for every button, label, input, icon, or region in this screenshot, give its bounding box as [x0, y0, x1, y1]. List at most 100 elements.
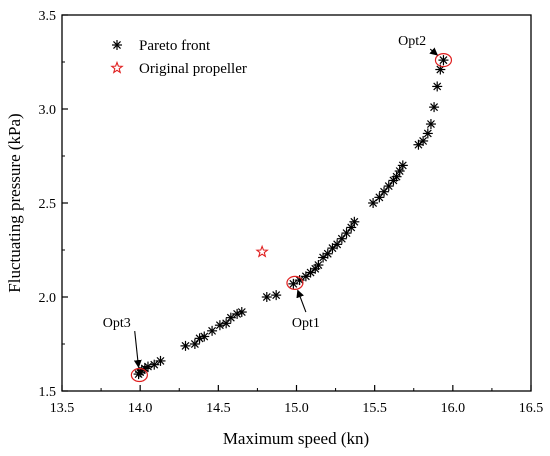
pareto-point — [438, 55, 449, 66]
asterisk-stroke — [323, 249, 332, 258]
y-tick-label: 3.5 — [39, 9, 57, 24]
asterisk-stroke — [272, 291, 281, 300]
legend-label: Original propeller — [139, 61, 247, 77]
annotations: Opt1 Opt2 Opt3 — [103, 34, 453, 383]
legend-marker-pareto — [112, 40, 122, 50]
annotation-arrow — [296, 289, 307, 313]
x-tick-label: 15.0 — [284, 401, 309, 416]
asterisk-stroke — [398, 161, 407, 170]
asterisk-stroke — [430, 103, 439, 112]
y-axis-ticks: 1.5 2.0 2.5 3.0 3.5 — [39, 9, 68, 400]
legend-label: Pareto front — [139, 38, 211, 54]
asterisk-stroke — [113, 41, 121, 49]
x-tick-label: 16.0 — [441, 401, 466, 416]
asterisk-stroke — [150, 360, 159, 369]
highlight-circle — [130, 367, 148, 383]
pareto-point — [379, 186, 390, 197]
asterisk-stroke — [295, 276, 304, 285]
pareto-point — [271, 290, 282, 301]
pareto-point — [346, 222, 357, 233]
annotation-arrow — [133, 331, 142, 369]
pareto-point — [374, 192, 385, 203]
y-axis-label: Fluctuating pressure (kPa) — [5, 113, 24, 292]
annotation-arrow — [429, 47, 439, 56]
highlight-circle — [286, 275, 304, 290]
pareto-point — [322, 248, 333, 259]
asterisk-stroke — [375, 193, 384, 202]
pareto-point — [336, 233, 347, 244]
annotation-label: Opt2 — [398, 34, 426, 49]
x-tick-label: 15.5 — [362, 401, 387, 416]
asterisk-stroke — [208, 326, 217, 335]
asterisk-stroke — [423, 129, 432, 138]
highlight-circle — [434, 53, 453, 68]
pareto-point — [313, 260, 324, 271]
asterisk-stroke — [226, 313, 235, 322]
pareto-point — [425, 119, 436, 130]
pareto-point — [207, 325, 218, 336]
asterisk-stroke — [190, 340, 199, 348]
pareto-point — [349, 216, 360, 227]
asterisk-stroke — [337, 234, 346, 243]
asterisk-stroke — [200, 332, 209, 341]
asterisk-stroke — [347, 223, 356, 232]
asterisk-stroke — [319, 253, 328, 262]
y-tick-label: 3.0 — [39, 103, 57, 118]
legend: Pareto front Original propeller — [110, 38, 247, 77]
pareto-point — [341, 228, 352, 239]
asterisk-stroke — [333, 240, 342, 249]
pareto-point — [261, 292, 272, 302]
asterisk-stroke — [156, 356, 165, 365]
asterisk-stroke — [380, 187, 389, 196]
original-propeller-point — [255, 244, 269, 258]
pareto-point — [225, 312, 236, 323]
asterisk-stroke — [237, 308, 246, 316]
asterisk-stroke — [289, 279, 298, 288]
legend-marker-original — [110, 60, 124, 74]
asterisk-stroke — [439, 56, 448, 65]
pareto-point — [383, 181, 394, 192]
pareto-point — [189, 339, 200, 349]
pareto-point — [214, 320, 225, 331]
asterisk-stroke — [392, 172, 401, 181]
x-tick-label: 14.0 — [128, 401, 153, 416]
x-tick-label: 14.5 — [206, 401, 231, 416]
annotation-label: Opt1 — [292, 316, 320, 331]
pareto-point — [199, 331, 210, 342]
asterisk-stroke — [369, 199, 378, 207]
asterisk-stroke — [419, 137, 428, 145]
pareto-point — [429, 102, 440, 113]
asterisk-stroke — [301, 272, 310, 281]
asterisk-stroke — [222, 319, 231, 328]
asterisk-stroke — [328, 244, 337, 253]
asterisk-stroke — [433, 82, 442, 91]
y-tick-label: 2.0 — [39, 291, 57, 306]
asterisk-stroke — [342, 229, 351, 238]
pareto-point — [332, 239, 343, 250]
pareto-point — [422, 128, 433, 139]
y-tick-label: 1.5 — [39, 385, 57, 400]
asterisk-stroke — [414, 140, 423, 149]
pareto-point — [180, 340, 191, 351]
asterisk-stroke — [181, 341, 190, 350]
x-axis-label: Maximum speed (kn) — [223, 429, 369, 448]
asterisk-stroke — [314, 261, 323, 269]
asterisk-stroke — [384, 182, 393, 191]
annotation-label: Opt3 — [103, 316, 131, 331]
x-axis-ticks: 13.5 14.0 14.5 15.0 15.5 16.0 16.5 — [50, 385, 544, 416]
asterisk-stroke — [395, 167, 404, 175]
plot-frame — [61, 14, 532, 392]
x-tick-label: 13.5 — [50, 401, 75, 416]
data-points — [133, 55, 449, 380]
pareto-point — [368, 198, 379, 208]
pareto-point — [155, 355, 166, 366]
pareto-point — [418, 135, 429, 146]
y-tick-label: 2.5 — [39, 197, 57, 212]
pareto-point — [221, 318, 232, 329]
pareto-point — [236, 307, 247, 318]
asterisk-stroke — [262, 293, 271, 301]
asterisk-stroke — [426, 120, 435, 128]
x-tick-label: 16.5 — [519, 401, 544, 416]
pareto-point — [432, 81, 443, 92]
